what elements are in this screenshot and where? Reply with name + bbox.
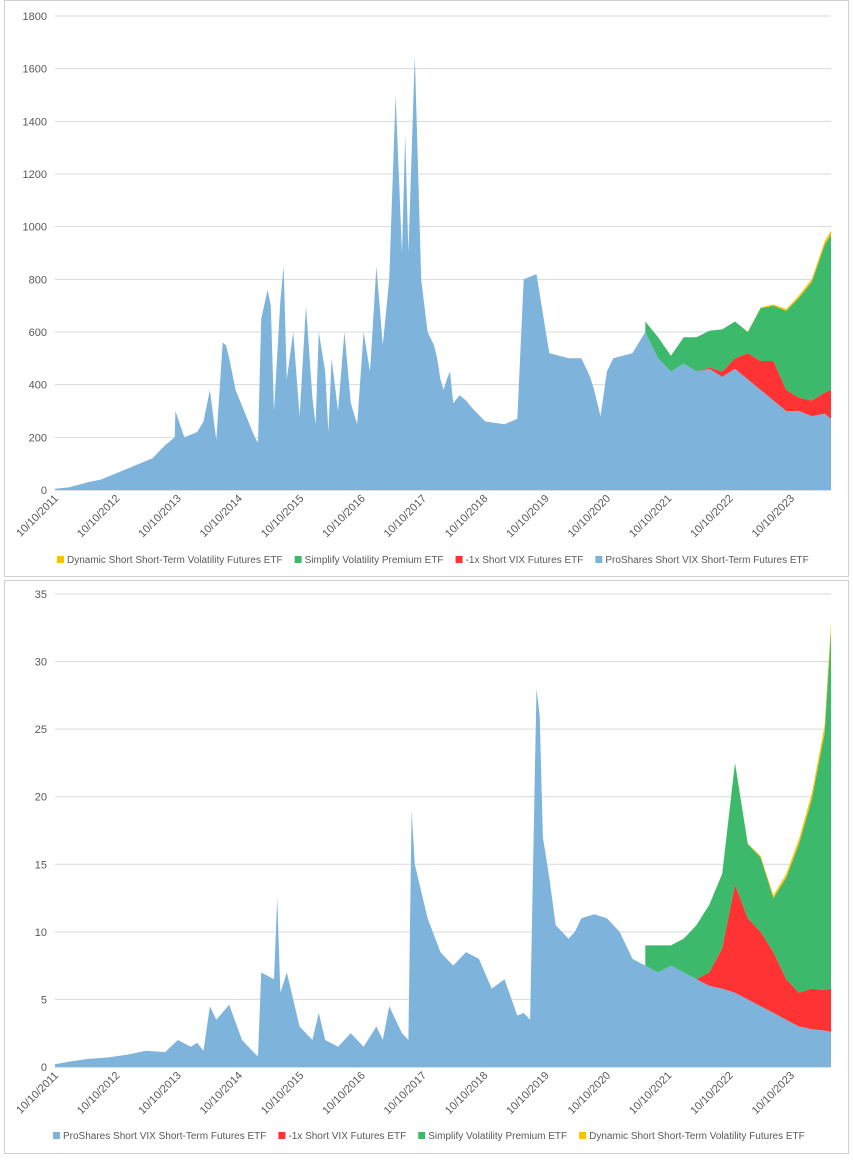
area-simplify-volatility-premium-etf — [645, 234, 831, 401]
x-tick-label: 10/10/2015 — [259, 493, 306, 540]
x-tick-label: 10/10/2011 — [14, 493, 61, 540]
y-tick-label: 0 — [41, 485, 47, 497]
x-tick-label: 10/10/2021 — [627, 1070, 674, 1117]
chart-panel-2: 0 5 10 15 20 25 30 35 10/10/2011 10/10/2012 10/10… — [4, 580, 849, 1154]
x-tick-label: 10/10/2017 — [382, 1070, 429, 1117]
legend-label: Dynamic Short Short-Term Volatility Futu… — [589, 1131, 805, 1142]
legend-label: -1x Short VIX Futures ETF — [466, 555, 584, 566]
x-tick-label: 10/10/2020 — [566, 1070, 613, 1117]
area-series-group — [55, 55, 831, 490]
legend-swatch — [579, 1132, 587, 1139]
legend-swatch — [595, 556, 603, 563]
y-tick-label: 0 — [41, 1062, 47, 1074]
y-tick-label: 1200 — [23, 169, 47, 181]
x-tick-label: 10/10/2018 — [443, 1070, 490, 1117]
x-tick-label: 10/10/2022 — [688, 1070, 735, 1117]
y-tick-label: 600 — [29, 327, 47, 339]
legend-label: Simplify Volatility Premium ETF — [428, 1131, 567, 1142]
y-tick-label: 1800 — [23, 11, 47, 23]
y-tick-label: 30 — [35, 657, 47, 669]
x-tick-label: 10/10/2021 — [627, 493, 674, 540]
legend-item: Simplify Volatility Premium ETF — [418, 1131, 567, 1142]
legend-swatch — [53, 1132, 60, 1139]
legend-item: Dynamic Short Short-Term Volatility Futu… — [57, 555, 283, 566]
legend-label: Simplify Volatility Premium ETF — [305, 555, 444, 566]
area-proshares-short-vix-short-term-futures-etf — [55, 688, 831, 1067]
x-tick-label: 10/10/2016 — [320, 493, 367, 540]
legend-item: Dynamic Short Short-Term Volatility Futu… — [579, 1131, 805, 1142]
x-axis-tick-labels: 10/10/2011 10/10/2012 10/10/2013 10/10/2014… — [14, 1070, 797, 1117]
legend-item: -1x Short VIX Futures ETF — [455, 555, 584, 566]
legend-swatch — [57, 556, 64, 563]
area-series-group — [55, 622, 831, 1067]
y-tick-label: 10 — [35, 927, 47, 939]
legend-item: ProShares Short VIX Short-Term Futures E… — [53, 1131, 266, 1142]
legend-label: -1x Short VIX Futures ETF — [288, 1131, 406, 1142]
y-tick-label: 400 — [29, 380, 47, 392]
area-simplify-volatility-premium-etf — [645, 630, 831, 993]
y-tick-label: 25 — [35, 724, 47, 736]
x-tick-label: 10/10/2023 — [750, 1070, 797, 1117]
legend-swatch — [278, 1132, 286, 1139]
y-tick-label: 800 — [29, 274, 47, 286]
area-chart-1: 0 200 400 600 800 1000 1200 1400 1600 1800 10/10/… — [14, 11, 831, 566]
y-axis-tick-labels: 0 5 10 15 20 25 30 35 — [35, 589, 47, 1074]
area-1x-short-vix-futures-etf — [696, 884, 831, 1032]
x-tick-label: 10/10/2016 — [320, 1070, 367, 1117]
y-tick-label: 1000 — [23, 222, 47, 234]
legend-label: ProShares Short VIX Short-Term Futures E… — [605, 555, 808, 566]
legend-label: ProShares Short VIX Short-Term Futures E… — [63, 1131, 266, 1142]
x-tick-label: 10/10/2014 — [198, 1070, 245, 1117]
x-tick-label: 10/10/2012 — [75, 493, 122, 540]
x-tick-label: 10/10/2013 — [136, 493, 183, 540]
x-axis-tick-labels: 10/10/2011 10/10/2012 10/10/2013 10/10/2014… — [14, 493, 797, 540]
x-tick-label: 10/10/2014 — [198, 493, 245, 540]
x-tick-label: 10/10/2020 — [566, 493, 613, 540]
legend-item: Simplify Volatility Premium ETF — [294, 555, 444, 566]
y-tick-label: 200 — [29, 432, 47, 444]
legend-item: -1x Short VIX Futures ETF — [278, 1131, 406, 1142]
legend-item: ProShares Short VIX Short-Term Futures E… — [595, 555, 809, 566]
y-axis-tick-labels: 0 200 400 600 800 1000 1200 1400 1600 1800 — [23, 11, 47, 497]
area-proshares-short-vix-short-term-futures-etf — [55, 55, 831, 490]
x-tick-label: 10/10/2023 — [750, 493, 797, 540]
x-tick-label: 10/10/2017 — [382, 493, 429, 540]
legend-swatch — [418, 1132, 426, 1139]
x-tick-label: 10/10/2012 — [75, 1070, 122, 1117]
x-tick-label: 10/10/2022 — [688, 493, 735, 540]
x-tick-label: 10/10/2011 — [14, 1070, 61, 1117]
y-tick-label: 20 — [35, 792, 47, 804]
y-tick-label: 1400 — [23, 116, 47, 128]
y-tick-label: 35 — [35, 589, 47, 601]
x-tick-label: 10/10/2019 — [504, 1070, 551, 1117]
legend-swatch — [455, 556, 463, 563]
chart-panel-1: 0 200 400 600 800 1000 1200 1400 1600 1800 10/10/… — [4, 0, 849, 577]
y-tick-label: 1600 — [23, 64, 47, 76]
legend-label: Dynamic Short Short-Term Volatility Futu… — [67, 555, 283, 566]
x-tick-label: 10/10/2013 — [136, 1070, 183, 1117]
y-tick-label: 5 — [41, 994, 47, 1006]
area-1x-short-vix-futures-etf — [696, 353, 831, 419]
x-tick-label: 10/10/2018 — [443, 493, 490, 540]
legend-swatch — [294, 556, 302, 563]
legend: ProShares Short VIX Short-Term Futures E… — [53, 1131, 805, 1142]
x-tick-label: 10/10/2019 — [504, 493, 551, 540]
x-tick-label: 10/10/2015 — [259, 1070, 306, 1117]
legend: Dynamic Short Short-Term Volatility Futu… — [57, 555, 809, 566]
y-tick-label: 15 — [35, 859, 47, 871]
